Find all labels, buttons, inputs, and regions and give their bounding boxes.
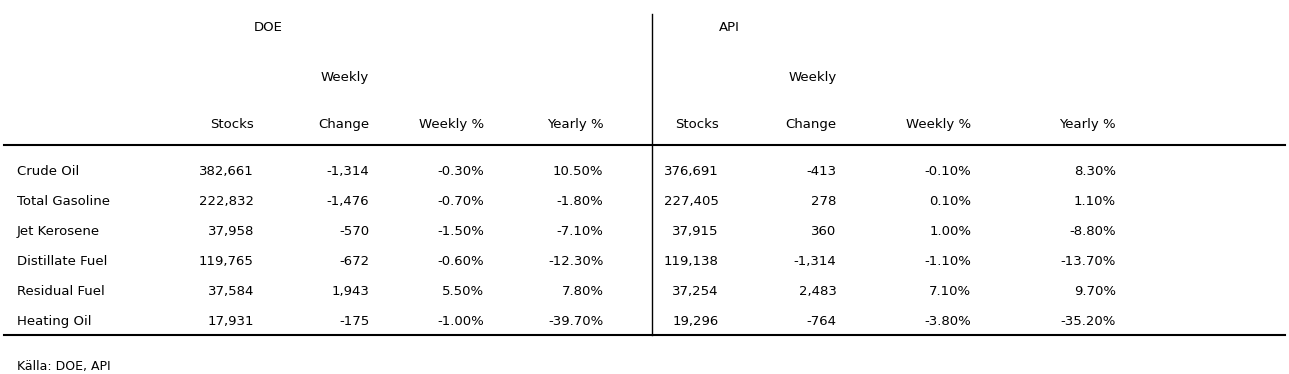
Text: 382,661: 382,661 — [199, 165, 254, 178]
Text: -413: -413 — [807, 165, 837, 178]
Text: -7.10%: -7.10% — [557, 225, 603, 238]
Text: -1,314: -1,314 — [326, 165, 369, 178]
Text: 37,584: 37,584 — [208, 285, 254, 298]
Text: -764: -764 — [807, 315, 837, 328]
Text: Weekly: Weekly — [321, 71, 369, 83]
Text: 37,254: 37,254 — [673, 285, 719, 298]
Text: -1.10%: -1.10% — [924, 255, 971, 268]
Text: 360: 360 — [811, 225, 837, 238]
Text: -39.70%: -39.70% — [548, 315, 603, 328]
Text: 222,832: 222,832 — [199, 195, 254, 208]
Text: API: API — [719, 21, 740, 34]
Text: -0.30%: -0.30% — [438, 165, 485, 178]
Text: Weekly %: Weekly % — [419, 118, 485, 131]
Text: 37,915: 37,915 — [673, 225, 719, 238]
Text: -35.20%: -35.20% — [1061, 315, 1116, 328]
Text: -1.50%: -1.50% — [437, 225, 485, 238]
Text: Crude Oil: Crude Oil — [17, 165, 79, 178]
Text: 17,931: 17,931 — [208, 315, 254, 328]
Text: 7.80%: 7.80% — [562, 285, 603, 298]
Text: 119,138: 119,138 — [664, 255, 719, 268]
Text: 2,483: 2,483 — [799, 285, 837, 298]
Text: -13.70%: -13.70% — [1061, 255, 1116, 268]
Text: Weekly: Weekly — [789, 71, 837, 83]
Text: -8.80%: -8.80% — [1069, 225, 1116, 238]
Text: Change: Change — [785, 118, 837, 131]
Text: 5.50%: 5.50% — [442, 285, 485, 298]
Text: 119,765: 119,765 — [199, 255, 254, 268]
Text: 1.00%: 1.00% — [929, 225, 971, 238]
Text: -175: -175 — [339, 315, 369, 328]
Text: -3.80%: -3.80% — [924, 315, 971, 328]
Text: 7.10%: 7.10% — [929, 285, 971, 298]
Text: Change: Change — [318, 118, 369, 131]
Text: Heating Oil: Heating Oil — [17, 315, 92, 328]
Text: 1,943: 1,943 — [331, 285, 369, 298]
Text: Weekly %: Weekly % — [906, 118, 971, 131]
Text: 37,958: 37,958 — [208, 225, 254, 238]
Text: Residual Fuel: Residual Fuel — [17, 285, 104, 298]
Text: -570: -570 — [339, 225, 369, 238]
Text: Stocks: Stocks — [210, 118, 254, 131]
Text: Total Gasoline: Total Gasoline — [17, 195, 110, 208]
Text: Yearly %: Yearly % — [547, 118, 603, 131]
Text: 376,691: 376,691 — [664, 165, 719, 178]
Text: 278: 278 — [811, 195, 837, 208]
Text: -1.80%: -1.80% — [557, 195, 603, 208]
Text: 9.70%: 9.70% — [1074, 285, 1116, 298]
Text: -0.60%: -0.60% — [438, 255, 485, 268]
Text: -1,314: -1,314 — [794, 255, 837, 268]
Text: Distillate Fuel: Distillate Fuel — [17, 255, 107, 268]
Text: 0.10%: 0.10% — [929, 195, 971, 208]
Text: 1.10%: 1.10% — [1074, 195, 1116, 208]
Text: -1,476: -1,476 — [326, 195, 369, 208]
Text: Jet Kerosene: Jet Kerosene — [17, 225, 101, 238]
Text: -1.00%: -1.00% — [438, 315, 485, 328]
Text: -12.30%: -12.30% — [548, 255, 603, 268]
Text: Yearly %: Yearly % — [1060, 118, 1116, 131]
Text: -0.10%: -0.10% — [924, 165, 971, 178]
Text: Stocks: Stocks — [675, 118, 719, 131]
Text: DOE: DOE — [254, 21, 282, 34]
Text: 10.50%: 10.50% — [553, 165, 603, 178]
Text: 19,296: 19,296 — [673, 315, 719, 328]
Text: -0.70%: -0.70% — [438, 195, 485, 208]
Text: Källa: DOE, API: Källa: DOE, API — [17, 361, 111, 373]
Text: 227,405: 227,405 — [664, 195, 719, 208]
Text: 8.30%: 8.30% — [1074, 165, 1116, 178]
Text: -672: -672 — [339, 255, 369, 268]
